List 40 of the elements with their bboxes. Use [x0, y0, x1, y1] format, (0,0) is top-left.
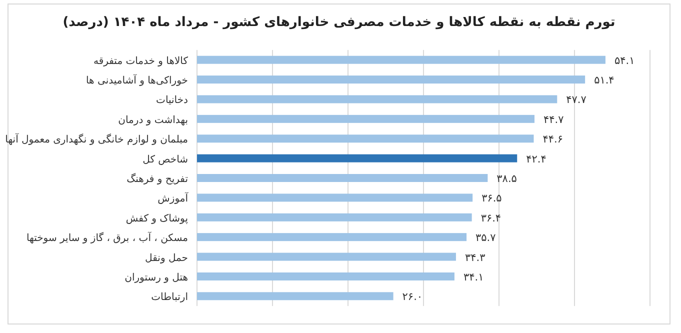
bar	[197, 213, 472, 222]
y-tick-label: تفریح و فرهنگ	[126, 173, 188, 185]
bar	[197, 174, 488, 182]
y-tick-label: شاخص کل	[142, 154, 188, 166]
bar	[197, 95, 558, 104]
y-tick-label: مبلمان و لوازم خانگی و نگهداری معمول آنها	[5, 132, 188, 146]
bar	[197, 252, 456, 261]
bar	[197, 56, 606, 64]
data-label: ۳۴.۱	[463, 271, 484, 284]
data-label: ۴۴.۷	[543, 114, 564, 126]
y-tick-label: پوشاک و کفش	[126, 213, 188, 224]
data-label: ۵۱.۴	[594, 74, 614, 87]
y-tick-label: هتل و رستوران	[124, 272, 188, 284]
data-label: ۵۴.۱	[614, 54, 635, 67]
y-tick-label: ارتباطات	[151, 292, 188, 304]
y-tick-label: دخانیات	[156, 95, 188, 106]
data-label: ۲۶.۰	[402, 291, 423, 304]
data-label: ۴۷.۷	[566, 94, 587, 106]
bar	[197, 233, 467, 242]
y-tick-label: مسکن ، آب ، برق ، گاز و سایر سوختها	[26, 231, 188, 244]
y-tick-label: حمل ونقل	[145, 252, 188, 264]
data-label: ۴۴.۶	[542, 134, 563, 146]
data-label: ۳۴.۳	[464, 252, 486, 264]
bar	[197, 292, 394, 300]
bar	[197, 272, 454, 280]
y-tick-label: آموزش	[158, 192, 190, 205]
bar	[197, 134, 534, 143]
data-label: ۴۲.۴	[526, 153, 546, 166]
y-tick-label: بهداشت و درمان	[118, 114, 188, 126]
y-tick-label: کالاها و خدمات متفرقه	[93, 56, 188, 67]
data-label: ۳۸.۵	[496, 173, 518, 185]
bar	[197, 76, 586, 84]
data-label: ۳۶.۴	[480, 212, 502, 224]
bar	[197, 194, 473, 202]
chart-title: تورم نقطه به نقطه کالاها و خدمات مصرفی خانوارهای کشور - مرداد ماه ۱۴۰۴ (درصد)	[62, 15, 616, 30]
data-label: ۳۵.۷	[476, 232, 496, 244]
data-label: ۳۶.۵	[482, 192, 502, 205]
bar	[197, 154, 518, 162]
bar	[197, 114, 534, 123]
y-tick-label: خوراکی‌ها و آشامیدنی ها	[86, 74, 188, 87]
